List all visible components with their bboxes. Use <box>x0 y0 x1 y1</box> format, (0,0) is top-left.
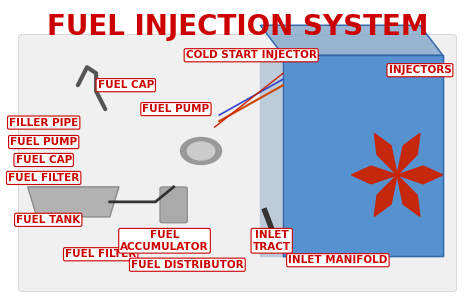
Polygon shape <box>260 25 443 55</box>
Circle shape <box>181 137 221 165</box>
Text: INJECTORS: INJECTORS <box>389 65 451 75</box>
Polygon shape <box>260 55 283 256</box>
Polygon shape <box>374 175 397 217</box>
Text: FILLER PIPE: FILLER PIPE <box>9 117 78 127</box>
Text: FUEL
ACCUMULATOR: FUEL ACCUMULATOR <box>120 230 209 252</box>
Polygon shape <box>374 133 397 175</box>
Text: FUEL FILTER: FUEL FILTER <box>8 173 79 183</box>
Text: FUEL FILTER: FUEL FILTER <box>65 249 137 259</box>
Text: FUEL PUMP: FUEL PUMP <box>10 137 77 147</box>
Polygon shape <box>283 55 443 256</box>
Text: INLET
TRACT: INLET TRACT <box>253 230 291 252</box>
Text: FUEL CAP: FUEL CAP <box>16 155 72 165</box>
Text: FUEL TANK: FUEL TANK <box>16 215 81 225</box>
Polygon shape <box>397 175 420 217</box>
Polygon shape <box>397 133 420 175</box>
FancyBboxPatch shape <box>160 187 187 223</box>
Text: INLET MANIFOLD: INLET MANIFOLD <box>288 255 388 265</box>
Circle shape <box>187 142 215 160</box>
Text: FUEL INJECTION SYSTEM: FUEL INJECTION SYSTEM <box>47 13 428 41</box>
Text: FUEL DISTRIBUTOR: FUEL DISTRIBUTOR <box>131 260 244 270</box>
Polygon shape <box>397 166 443 184</box>
Polygon shape <box>27 187 119 217</box>
Polygon shape <box>352 166 397 184</box>
Text: FUEL PUMP: FUEL PUMP <box>142 104 210 114</box>
Text: FUEL CAP: FUEL CAP <box>98 80 154 90</box>
FancyBboxPatch shape <box>18 34 456 292</box>
Text: COLD START INJECTOR: COLD START INJECTOR <box>186 50 317 60</box>
